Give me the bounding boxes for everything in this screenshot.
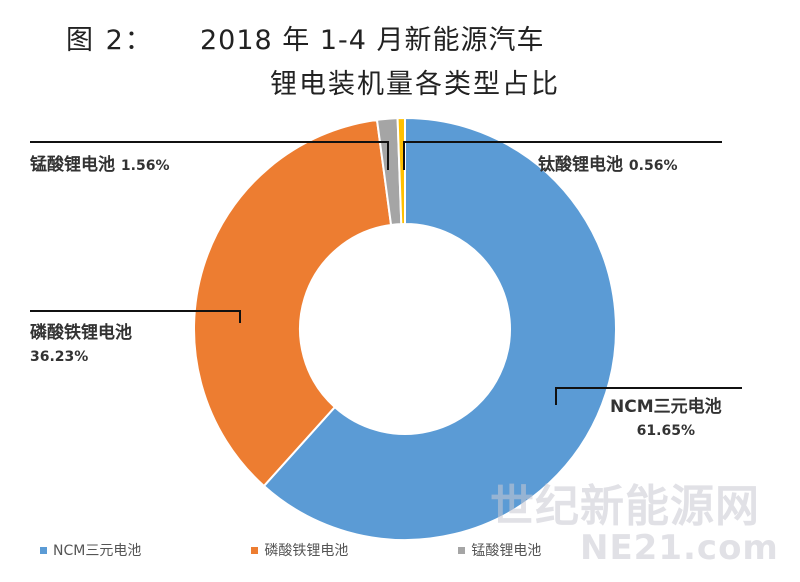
slice-label-lmo-name: 锰酸锂电池 bbox=[30, 155, 115, 175]
slice-label-lmo-pct: 1.56% bbox=[120, 158, 170, 174]
chart-title-prefix: 图 2： bbox=[66, 25, 154, 56]
slice-label-lfp: 磷酸铁锂电池 36.23% bbox=[30, 318, 132, 365]
slice-label-ncm: NCM三元电池 61.65% bbox=[610, 392, 722, 439]
leader-line-ncm bbox=[555, 387, 742, 405]
legend-item-lfp: 磷酸铁锂电池 bbox=[251, 540, 348, 560]
leader-line-lfp bbox=[30, 310, 241, 323]
slice-label-lfp-name: 磷酸铁锂电池 bbox=[30, 323, 132, 343]
slice-label-ncm-name: NCM三元电池 bbox=[610, 397, 722, 417]
slice-label-lmo: 锰酸锂电池 1.56% bbox=[30, 150, 170, 175]
leader-line-lmo bbox=[30, 141, 389, 170]
legend-item-ncm: NCM三元电池 bbox=[40, 540, 141, 560]
leader-line-lto bbox=[403, 141, 722, 170]
chart-title-line1: 2018 年 1-4 月新能源汽车 bbox=[200, 25, 545, 56]
chart-title-line2: 锂电装机量各类型占比 bbox=[270, 69, 560, 100]
slice-label-lto-pct: 0.56% bbox=[628, 158, 678, 174]
slice-label-lto: 钛酸锂电池 0.56% bbox=[538, 150, 678, 175]
donut-slice-lfp bbox=[193, 118, 393, 488]
legend-swatch-lfp bbox=[251, 546, 259, 554]
legend-swatch-lmo bbox=[458, 546, 466, 554]
legend-swatch-ncm bbox=[40, 546, 47, 554]
legend-item-lmo: 锰酸锂电池 bbox=[458, 540, 541, 560]
slice-label-lto-name: 钛酸锂电池 bbox=[538, 155, 623, 175]
chart-legend: NCM三元电池 磷酸铁锂电池 锰酸锂电池 bbox=[40, 540, 780, 560]
watermark-url: NE21.com bbox=[580, 528, 779, 568]
legend-label-ncm: NCM三元电池 bbox=[53, 543, 142, 559]
watermark-text: 世纪新能源网 bbox=[490, 481, 760, 532]
slice-label-lfp-pct: 36.23% bbox=[30, 349, 89, 365]
legend-label-lfp: 磷酸铁锂电池 bbox=[264, 543, 349, 559]
slice-label-ncm-pct: 61.65% bbox=[636, 423, 695, 439]
legend-label-lmo: 锰酸锂电池 bbox=[471, 543, 542, 559]
donut-slice-ncm bbox=[262, 116, 617, 541]
